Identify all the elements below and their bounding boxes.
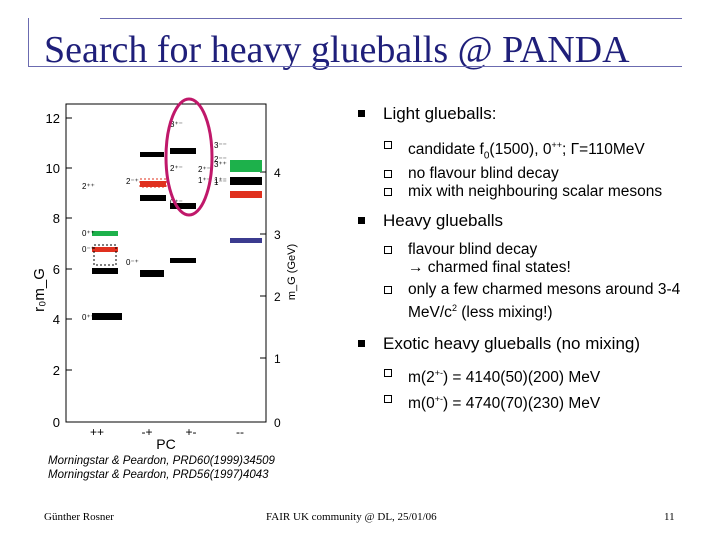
state-label: 2⁻⁻ xyxy=(214,155,227,164)
state-level-bar xyxy=(170,258,196,263)
right-axis-label: m_G (GeV) xyxy=(286,244,298,300)
sub-bullet-marker xyxy=(384,188,392,196)
sub-bullet-marker xyxy=(384,286,392,294)
state-label: 0⁺⁺ xyxy=(82,229,95,238)
sub-bullet-text: (1500), 0 xyxy=(489,141,551,158)
state-level-bar xyxy=(140,181,166,187)
bullet-marker xyxy=(358,340,365,347)
sub-bullet-text: m(0 xyxy=(408,395,435,412)
sub-bullet: m(2+-) = 4140(50)(200) MeV xyxy=(358,364,708,387)
citation-line: Morningstar & Peardon, PRD56(1997)4043 xyxy=(48,468,275,482)
sub-bullet-marker xyxy=(384,246,392,254)
bullet-marker xyxy=(358,110,365,117)
citation: Morningstar & Peardon, PRD60(1999)34509 … xyxy=(48,454,275,482)
right-axis-tick-label: 1 xyxy=(274,352,281,366)
left-axis-tick-label: 8 xyxy=(53,211,60,226)
state-label: 3⁻⁻ xyxy=(214,141,227,150)
left-axis-tick-label: 6 xyxy=(53,262,60,277)
heavy-glueball-highlight-circle xyxy=(166,99,212,215)
left-axis-tick-label: 2 xyxy=(53,363,60,378)
citation-line: Morningstar & Peardon, PRD60(1999)34509 xyxy=(48,454,275,468)
sub-bullet-marker xyxy=(384,395,392,403)
sub-bullet-text: candidate f xyxy=(408,141,484,158)
left-axis-tick-label: 4 xyxy=(53,312,60,327)
sub-bullet-text: mix with neighbouring scalar mesons xyxy=(408,183,662,200)
state-level-bar xyxy=(140,270,164,277)
x-axis-tick-label: ++ xyxy=(90,425,104,439)
state-label: 2⁻⁺ xyxy=(126,177,139,186)
bullet-text: Heavy glueballs xyxy=(383,211,503,230)
state-label: 2⁺⁻ xyxy=(198,165,211,174)
right-axis-tick-label: 0 xyxy=(274,416,281,430)
sub-bullet-text: ) = 4740(70)(230) MeV xyxy=(443,395,600,412)
x-axis-tick-label: -- xyxy=(236,425,244,439)
bullet-light-glueballs: Light glueballs: xyxy=(358,104,708,124)
sub-bullet-text: ) = 4140(50)(200) MeV xyxy=(443,370,600,387)
bullet-exotic-glueballs: Exotic heavy glueballs (no mixing) xyxy=(358,334,708,354)
sub-bullet-text: flavour blind decay xyxy=(408,241,708,259)
sub-bullet: candidate f0(1500), 0++; Γ=110MeV xyxy=(358,136,708,165)
superscript: +- xyxy=(435,394,443,404)
sub-bullet-text: → charmed final states! xyxy=(408,259,708,277)
right-axis-tick-label: 4 xyxy=(274,166,281,180)
sub-bullet: mix with neighbouring scalar mesons xyxy=(358,183,708,201)
sub-bullet: flavour blind decay → charmed final stat… xyxy=(358,241,708,277)
x-axis-label: PC xyxy=(156,436,175,452)
state-label: 0⁻⁺ xyxy=(126,258,139,267)
left-axis-tick-label: 10 xyxy=(46,161,60,176)
sub-bullet-marker xyxy=(384,369,392,377)
bullet-text: Light glueballs: xyxy=(383,104,496,123)
state-level-bar xyxy=(92,231,118,236)
right-axis-tick-label: 3 xyxy=(274,228,281,242)
bullet-list: Light glueballs: candidate f0(1500), 0++… xyxy=(358,104,708,413)
state-level-bar xyxy=(230,191,262,198)
left-axis-label: r₀m_G xyxy=(31,268,48,312)
state-level-bar xyxy=(170,148,196,154)
footer-author: Günther Rosner xyxy=(44,511,114,523)
state-label: 2⁺⁻ xyxy=(170,164,183,173)
bullet-heavy-glueballs: Heavy glueballs xyxy=(358,211,708,231)
sub-bullet-text: (less mixing!) xyxy=(457,304,553,321)
sub-bullet-marker xyxy=(384,170,392,178)
sub-bullet-text: ; Γ=110MeV xyxy=(562,141,645,158)
left-axis-tick-label: 12 xyxy=(46,111,60,126)
state-level-bar xyxy=(92,268,118,274)
state-level-bar xyxy=(230,238,262,243)
state-level-bar xyxy=(230,177,262,185)
right-axis-tick-label: 2 xyxy=(274,290,281,304)
state-label: 0⁻⁺ xyxy=(82,245,95,254)
state-level-bar xyxy=(140,152,164,157)
sub-bullet: no flavour blind decay xyxy=(358,165,708,183)
state-label: 1⁻⁻ xyxy=(214,178,227,187)
sub-bullet-text: m(2 xyxy=(408,370,435,387)
footer-page-number: 11 xyxy=(664,511,675,523)
state-label: 2⁺⁺ xyxy=(82,182,95,191)
state-level-bar xyxy=(92,313,122,320)
sub-bullet-text: no flavour blind decay xyxy=(408,165,559,182)
left-axis-tick-label: 0 xyxy=(53,415,60,430)
footer-event: FAIR UK community @ DL, 25/01/06 xyxy=(266,511,437,523)
state-level-bar xyxy=(140,195,166,201)
sub-bullet: m(0+-) = 4740(70)(230) MeV xyxy=(358,390,708,413)
state-level-bar xyxy=(230,160,262,172)
superscript: +- xyxy=(435,368,443,378)
state-label: 0⁺⁺ xyxy=(82,313,95,322)
state-level-bar xyxy=(92,247,118,252)
x-axis-tick-label: +- xyxy=(185,425,196,439)
x-axis-tick-label: -+ xyxy=(141,425,152,439)
sub-bullet: only a few charmed mesons around 3-4 MeV… xyxy=(358,281,708,322)
superscript: ++ xyxy=(551,140,562,150)
bullet-text: Exotic heavy glueballs (no mixing) xyxy=(383,334,640,353)
sub-bullet-marker xyxy=(384,141,392,149)
bullet-marker xyxy=(358,217,365,224)
